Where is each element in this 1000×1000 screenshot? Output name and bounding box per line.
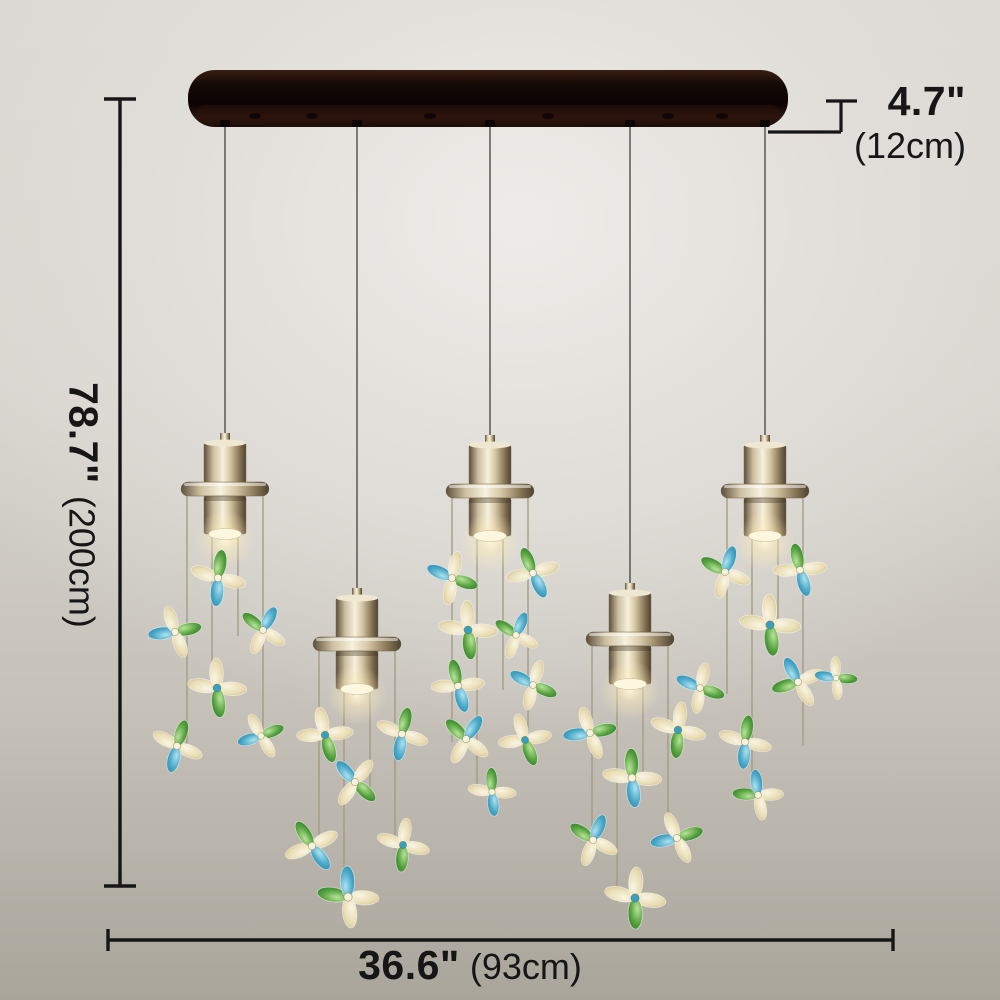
ceiling-canopy (188, 70, 788, 127)
fixture-height-metric: (200cm) (61, 495, 103, 628)
canopy-depth-inches: 4.7" (887, 78, 966, 124)
crystal-flower (732, 769, 784, 821)
pendant-3 (426, 120, 560, 817)
crystal-flower (190, 549, 247, 607)
lamp-glow (460, 512, 520, 572)
crystal-flower (296, 706, 354, 763)
pendant-2 (284, 120, 430, 929)
fixture-height-inches: 78.7" (60, 382, 107, 484)
lamp-glow (735, 512, 795, 572)
crystal-flower (438, 599, 499, 660)
width-dimension-line (106, 929, 895, 951)
crystal-flower (771, 657, 824, 706)
lamp-head (312, 588, 402, 725)
crystal-flower (650, 701, 707, 759)
crystal-flower (445, 715, 489, 764)
crystal-flower (497, 713, 552, 766)
canopy-depth-label: 4.7" (12cm) (854, 80, 966, 164)
lamp-head (180, 433, 270, 570)
crystal-flower (376, 817, 430, 873)
crystal-flower (602, 747, 663, 808)
crystal-flower (376, 707, 429, 762)
fixture-width-inches: 36.6" (358, 942, 460, 988)
lamp-glow (327, 665, 387, 725)
crystal-flower (772, 543, 828, 597)
crystal-flower (506, 547, 560, 598)
lamp-head (585, 583, 675, 720)
crystal-flower (569, 814, 618, 867)
canopy-depth-metric: (12cm) (853, 124, 966, 166)
height-dimension-line (104, 97, 136, 888)
crystal-flower (467, 767, 517, 817)
crystal-flower (562, 706, 617, 759)
fixture-height-label: 78.7" (200cm) (60, 382, 107, 628)
fixture-width-label: 36.6" (93cm) (358, 944, 582, 987)
pendant-4 (562, 120, 707, 930)
crystal-flower (426, 551, 479, 606)
crystal-flower (738, 593, 802, 657)
crystal-flower (814, 656, 858, 700)
crystal-flower (718, 714, 772, 770)
lamp-glow (195, 510, 255, 570)
crystal-flower (700, 545, 751, 599)
crystal-flower (430, 659, 486, 713)
crystal-flower (147, 605, 202, 658)
crystal-flower (316, 865, 380, 929)
crystal-flower (237, 713, 285, 758)
crystal-flower (495, 612, 539, 659)
crystal-flower (675, 662, 725, 714)
crystal-flower (335, 759, 376, 806)
pendant-1 (147, 120, 286, 773)
fixture-width-metric: (93cm) (469, 946, 582, 987)
pendant-5 (675, 120, 858, 821)
lamp-head (445, 435, 535, 572)
crystal-flower (509, 660, 558, 711)
crystal-flower (284, 821, 338, 870)
crystal-flower (604, 866, 667, 930)
crystal-flower (152, 719, 203, 773)
canopy-depth-bracket (768, 99, 857, 134)
crystal-flower (187, 657, 248, 718)
lamp-glow (600, 660, 660, 720)
crystal-flower (242, 606, 286, 655)
crystal-flower (650, 812, 704, 863)
lamp-head (720, 435, 810, 572)
